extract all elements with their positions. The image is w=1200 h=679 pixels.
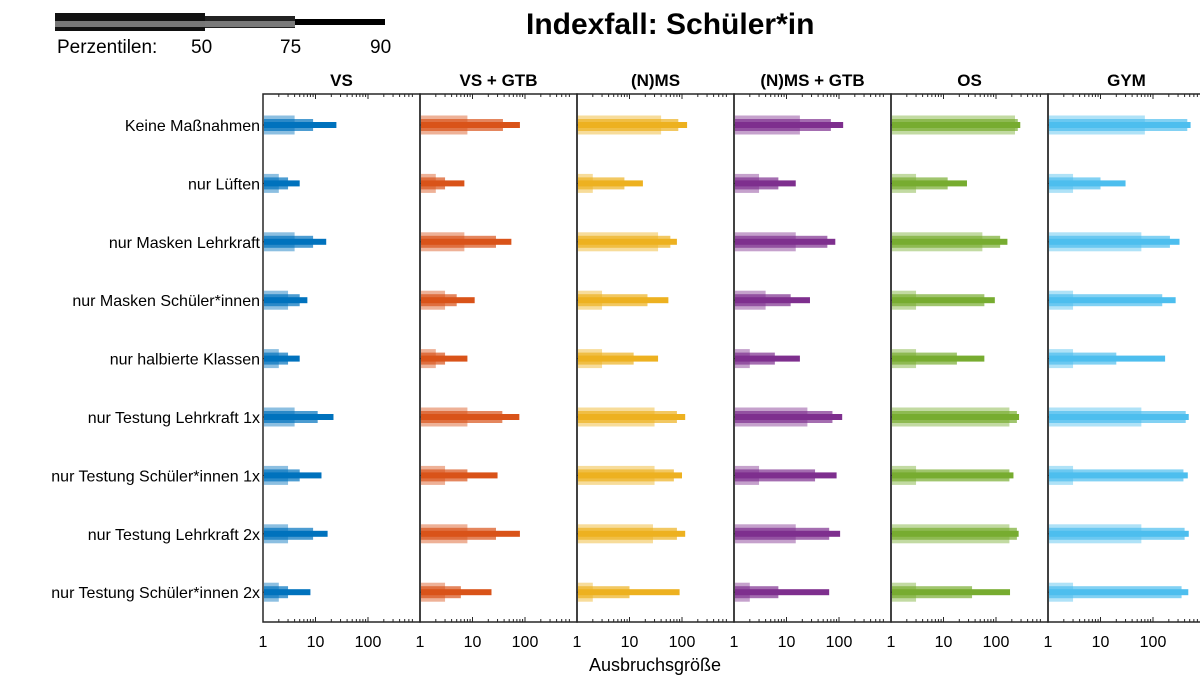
category-label-keine-ma-nahmen: Keine Maßnahmen: [125, 118, 260, 135]
category-label-nur-l-ften: nur Lüften: [188, 176, 260, 193]
x-tick-label: 10: [1092, 634, 1110, 651]
bar-n-ms-p90-nur-testung-sch-ler-innen-1x: [578, 472, 682, 479]
bar-os-p90-keine-ma-nahmen: [892, 122, 1021, 128]
bar-n-ms-p90-keine-ma-nahmen: [578, 122, 688, 128]
x-tick-label: 1: [416, 634, 425, 651]
bar-vs-gtb-p90-nur-halbierte-klassen: [421, 355, 468, 362]
bar-n-ms-gtb-p90-keine-ma-nahmen: [735, 122, 844, 128]
x-tick-label: 10: [621, 634, 639, 651]
bar-os-p90-nur-halbierte-klassen: [892, 355, 985, 362]
bar-n-ms-gtb-p90-nur-masken-lehrkraft: [735, 238, 836, 245]
bar-vs-p90-nur-halbierte-klassen: [264, 355, 300, 362]
bar-gym-p90-nur-halbierte-klassen: [1049, 355, 1166, 362]
bar-n-ms-p90-nur-testung-lehrkraft-1x: [578, 414, 686, 420]
legend-bar-shade: [55, 21, 295, 27]
bar-n-ms-gtb-p90-nur-testung-sch-ler-innen-2x: [735, 589, 830, 596]
bar-gym-p90-nur-testung-lehrkraft-1x: [1049, 414, 1189, 420]
bar-os-p90-nur-testung-lehrkraft-2x: [892, 530, 1019, 537]
panel-title-gym: GYM: [1107, 71, 1146, 90]
chart-title: Indexfall: Schüler*in: [526, 8, 815, 41]
bar-vs-p90-nur-testung-sch-ler-innen-1x: [264, 472, 322, 479]
bar-n-ms-gtb-p90-nur-l-ften: [735, 180, 796, 187]
bar-vs-p90-nur-masken-lehrkraft: [264, 238, 327, 245]
panel-frame-gym: [1047, 93, 1200, 623]
bar-vs-p90-nur-l-ften: [264, 180, 300, 187]
panel-title-n-ms-gtb: (N)MS + GTB: [760, 71, 864, 90]
bar-n-ms-gtb-p90-nur-testung-lehrkraft-1x: [735, 414, 843, 420]
category-label-nur-testung-lehrkraft-1x: nur Testung Lehrkraft 1x: [88, 410, 260, 427]
bar-vs-gtb-p90-nur-l-ften: [421, 180, 465, 187]
bar-os-p90-nur-testung-sch-ler-innen-1x: [892, 472, 1014, 479]
bar-vs-gtb-p90-nur-masken-lehrkraft: [421, 238, 512, 245]
bar-gym-p90-keine-ma-nahmen: [1049, 122, 1191, 128]
bar-os-p90-nur-masken-lehrkraft: [892, 238, 1008, 245]
bar-os-p90-nur-testung-lehrkraft-1x: [892, 414, 1020, 420]
x-tick-label: 1: [573, 634, 582, 651]
bar-n-ms-p90-nur-masken-lehrkraft: [578, 238, 677, 245]
bar-gym-p90-nur-masken-lehrkraft: [1049, 238, 1180, 245]
bar-vs-p90-nur-testung-sch-ler-innen-2x: [264, 589, 311, 596]
legend-label: Perzentilen:: [57, 37, 158, 58]
x-tick-label: 1: [259, 634, 268, 651]
bar-n-ms-gtb-p90-nur-masken-sch-ler-innen: [735, 297, 810, 304]
category-label-nur-masken-sch-ler-innen: nur Masken Schüler*innen: [72, 293, 260, 310]
bar-vs-gtb-p90-nur-masken-sch-ler-innen: [421, 297, 475, 304]
bar-os-p90-nur-testung-sch-ler-innen-2x: [892, 589, 1011, 596]
bar-n-ms-gtb-p90-nur-testung-lehrkraft-2x: [735, 530, 841, 537]
bar-vs-p90-nur-testung-lehrkraft-2x: [264, 530, 328, 537]
x-tick-label: 100: [1140, 634, 1167, 651]
x-tick-label: 100: [983, 634, 1010, 651]
x-tick-label: 10: [307, 634, 325, 651]
x-tick-label: 100: [669, 634, 696, 651]
x-tick-label: 1: [887, 634, 896, 651]
panel-title-vs: VS: [330, 71, 353, 90]
bar-vs-p90-keine-ma-nahmen: [264, 122, 337, 128]
bar-n-ms-gtb-p90-nur-testung-sch-ler-innen-1x: [735, 472, 837, 479]
category-label-nur-testung-sch-ler-innen-1x: nur Testung Schüler*innen 1x: [51, 468, 260, 485]
x-tick-label: 10: [935, 634, 953, 651]
x-tick-label: 10: [778, 634, 796, 651]
panel-title-vs-gtb: VS + GTB: [460, 71, 538, 90]
category-label-nur-testung-sch-ler-innen-2x: nur Testung Schüler*innen 2x: [51, 585, 260, 602]
x-tick-label: 10: [464, 634, 482, 651]
legend-p90-label: 90: [370, 37, 392, 58]
category-label-nur-masken-lehrkraft: nur Masken Lehrkraft: [109, 235, 261, 252]
legend-p75-label: 75: [280, 37, 302, 58]
bar-gym-p90-nur-l-ften: [1049, 180, 1126, 187]
bar-vs-gtb-p90-nur-testung-lehrkraft-1x: [421, 414, 520, 420]
panel-title-n-ms: (N)MS: [631, 71, 680, 90]
x-axis-label: Ausbruchsgröße: [588, 655, 722, 675]
bar-gym-p90-nur-masken-sch-ler-innen: [1049, 297, 1176, 304]
bar-os-p90-nur-masken-sch-ler-innen: [892, 297, 995, 304]
bar-n-ms-p90-nur-l-ften: [578, 180, 643, 187]
x-tick-label: 100: [826, 634, 853, 651]
bar-n-ms-p90-nur-testung-sch-ler-innen-2x: [578, 589, 680, 596]
bar-vs-gtb-p90-nur-testung-lehrkraft-2x: [421, 530, 520, 537]
bar-n-ms-p90-nur-testung-lehrkraft-2x: [578, 530, 686, 537]
bar-vs-gtb-p90-keine-ma-nahmen: [421, 122, 520, 128]
bar-os-p90-nur-l-ften: [892, 180, 967, 187]
bar-vs-gtb-p90-nur-testung-sch-ler-innen-1x: [421, 472, 498, 479]
bar-n-ms-p90-nur-masken-sch-ler-innen: [578, 297, 669, 304]
x-tick-label: 1: [1044, 634, 1053, 651]
bar-vs-gtb-p90-nur-testung-sch-ler-innen-2x: [421, 589, 492, 596]
x-tick-label: 1: [730, 634, 739, 651]
category-label-nur-testung-lehrkraft-2x: nur Testung Lehrkraft 2x: [88, 527, 260, 544]
legend-p50-label: 50: [191, 37, 213, 58]
bar-n-ms-p90-nur-halbierte-klassen: [578, 355, 659, 362]
bar-n-ms-gtb-p90-nur-halbierte-klassen: [735, 355, 800, 362]
panel-title-os: OS: [957, 71, 982, 90]
bar-vs-p90-nur-testung-lehrkraft-1x: [264, 414, 334, 420]
bar-gym-p90-nur-testung-lehrkraft-2x: [1049, 530, 1189, 537]
bar-gym-p90-nur-testung-sch-ler-innen-2x: [1049, 589, 1189, 596]
bar-gym-p90-nur-testung-sch-ler-innen-1x: [1049, 472, 1188, 479]
category-label-nur-halbierte-klassen: nur halbierte Klassen: [110, 352, 260, 369]
x-tick-label: 100: [512, 634, 539, 651]
bar-vs-p90-nur-masken-sch-ler-innen: [264, 297, 308, 304]
x-tick-label: 100: [355, 634, 382, 651]
